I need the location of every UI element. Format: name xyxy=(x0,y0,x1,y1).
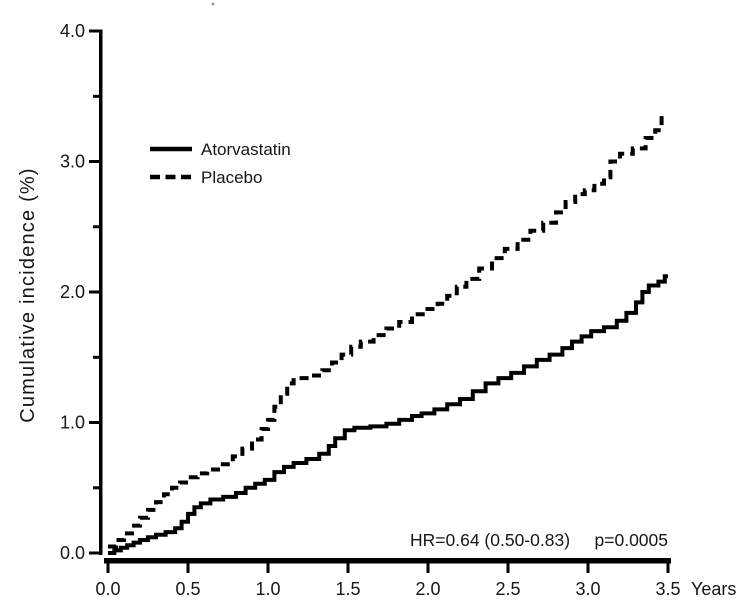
x-tick-label: 1.0 xyxy=(255,579,280,599)
x-tick-label: 2.0 xyxy=(415,579,440,599)
atorvastatin-curve xyxy=(108,274,668,555)
x-tick-label: 3.0 xyxy=(575,579,600,599)
stats-annotation: HR=0.64 (0.50-0.83) p=0.0005 xyxy=(410,530,668,550)
x-tick-label: 0.5 xyxy=(175,579,200,599)
y-axis-line xyxy=(99,29,103,555)
x-axis-unit-label: Years xyxy=(691,579,736,599)
x-axis-ticks: 0.0 0.5 1.0 1.5 2.0 2.5 3.0 3.5 xyxy=(95,563,681,599)
y-tick-label: 4.0 xyxy=(60,21,85,41)
placebo-curve xyxy=(108,114,664,549)
y-axis-title: Cumulative incidence (%) xyxy=(17,167,39,423)
x-tick-label: 0.0 xyxy=(95,579,120,599)
x-tick-label: 2.5 xyxy=(495,579,520,599)
hazard-ratio-text: HR=0.64 (0.50-0.83) xyxy=(410,530,570,550)
x-tick-label: 1.5 xyxy=(335,579,360,599)
y-tick-label: 3.0 xyxy=(60,152,85,172)
x-axis-line xyxy=(104,558,671,564)
y-tick-label: 1.0 xyxy=(60,413,85,433)
artifact-dot xyxy=(211,2,215,6)
y-tick-label: 2.0 xyxy=(60,282,85,302)
legend-label-placebo: Placebo xyxy=(201,168,262,187)
y-axis-ticks: 0.0 1.0 2.0 3.0 4.0 xyxy=(60,21,100,563)
y-tick-label: 0.0 xyxy=(60,543,85,563)
legend-label-atorvastatin: Atorvastatin xyxy=(201,140,291,159)
x-tick-label: 3.5 xyxy=(655,579,680,599)
p-value-text: p=0.0005 xyxy=(595,530,668,550)
legend: Atorvastatin Placebo xyxy=(150,140,291,187)
